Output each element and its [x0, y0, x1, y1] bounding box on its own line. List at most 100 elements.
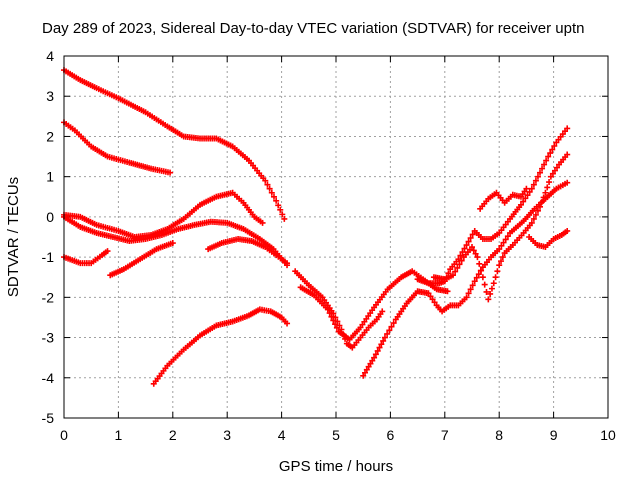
data-point [452, 268, 459, 275]
data-point [463, 294, 470, 301]
y-tick-label: -4 [42, 370, 55, 386]
data-point [330, 317, 337, 324]
data-point [471, 278, 478, 285]
data-point [520, 198, 527, 205]
data-point [564, 125, 571, 132]
data-point [537, 203, 543, 210]
data-point [499, 254, 506, 261]
data-point [390, 320, 397, 327]
data-point [469, 282, 476, 289]
x-tick-label: 2 [169, 427, 177, 443]
data-point [326, 310, 333, 317]
series-s8 [150, 306, 291, 387]
data-point [554, 164, 560, 171]
x-tick-label: 9 [550, 427, 558, 443]
series-s7 [205, 236, 291, 267]
data-point [487, 290, 494, 297]
data-point [538, 199, 545, 206]
data-point [266, 185, 273, 192]
data-point [490, 280, 497, 287]
x-tick-label: 1 [115, 427, 123, 443]
data-point [431, 299, 438, 306]
data-point [549, 170, 556, 177]
series-s2 [61, 119, 174, 176]
grid [64, 56, 608, 418]
data-point [547, 173, 554, 180]
data-point [564, 227, 571, 234]
data-point [388, 323, 395, 330]
x-axis-ticks: 0 1 2 3 4 5 6 7 8 9 10 [60, 56, 616, 443]
data-point [376, 344, 383, 351]
data-point [374, 347, 381, 354]
data-point [268, 189, 275, 196]
data-point [485, 296, 492, 303]
data-point [429, 296, 436, 303]
data-point [526, 188, 533, 195]
data-point [542, 189, 549, 196]
data-series [61, 67, 571, 387]
series-s6 [107, 240, 176, 279]
data-point [281, 215, 288, 222]
data-point [465, 290, 472, 297]
data-point [386, 327, 393, 334]
data-point [284, 260, 291, 267]
y-tick-label: 3 [46, 88, 54, 104]
y-tick-label: -2 [42, 289, 55, 305]
data-point [469, 244, 475, 251]
data-point [384, 330, 391, 337]
data-point [517, 201, 524, 208]
series-s12 [414, 125, 571, 287]
data-point [469, 231, 476, 238]
data-point [524, 192, 531, 199]
data-point [528, 185, 535, 192]
data-point [523, 185, 530, 192]
data-point [456, 261, 463, 268]
series-s15 [526, 227, 571, 251]
data-point [284, 320, 291, 327]
data-point [498, 258, 505, 265]
data-point [551, 142, 558, 149]
x-tick-label: 3 [223, 427, 231, 443]
data-point [522, 195, 529, 202]
x-tick-label: 7 [441, 427, 449, 443]
series-s3 [61, 189, 266, 240]
data-point [367, 360, 374, 367]
data-point [273, 197, 280, 204]
data-point [264, 181, 271, 188]
series-s14 [477, 185, 530, 212]
y-axis-label: SDTVAR / TECUs [5, 177, 22, 297]
data-point [528, 219, 535, 226]
data-point [488, 285, 495, 292]
data-point [378, 341, 385, 348]
data-point [449, 272, 456, 279]
series-s1 [61, 67, 288, 222]
data-point [475, 271, 482, 278]
y-tick-label: 1 [46, 169, 54, 185]
data-point [540, 194, 547, 201]
data-point [425, 290, 432, 297]
data-point [564, 179, 571, 186]
data-point [545, 153, 552, 160]
data-point [169, 240, 176, 247]
data-point [549, 146, 556, 153]
data-point [473, 274, 480, 281]
x-tick-label: 0 [60, 427, 68, 443]
data-point [455, 256, 462, 263]
x-tick-label: 8 [495, 427, 503, 443]
data-point [465, 238, 472, 245]
y-tick-label: -5 [42, 410, 55, 426]
data-point [259, 219, 266, 226]
x-tick-label: 5 [332, 427, 340, 443]
data-point [532, 177, 539, 184]
data-point [478, 267, 485, 274]
series-s4 [61, 213, 291, 269]
data-point [479, 274, 486, 281]
data-point [444, 288, 451, 295]
data-point [427, 293, 434, 300]
data-point [363, 366, 370, 373]
data-point [532, 211, 539, 218]
data-point [547, 150, 554, 157]
data-point [564, 151, 571, 158]
data-point [333, 324, 340, 331]
